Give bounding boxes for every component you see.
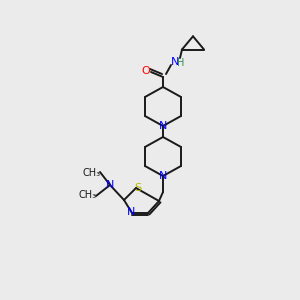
Text: N: N [159, 171, 167, 181]
Text: N: N [171, 57, 179, 67]
Text: CH₃: CH₃ [79, 190, 97, 200]
Text: S: S [134, 183, 142, 193]
Text: CH₃: CH₃ [83, 168, 101, 178]
Text: H: H [177, 58, 185, 68]
Text: N: N [127, 207, 135, 217]
Text: O: O [142, 66, 150, 76]
Text: N: N [159, 121, 167, 131]
Text: N: N [106, 180, 114, 190]
